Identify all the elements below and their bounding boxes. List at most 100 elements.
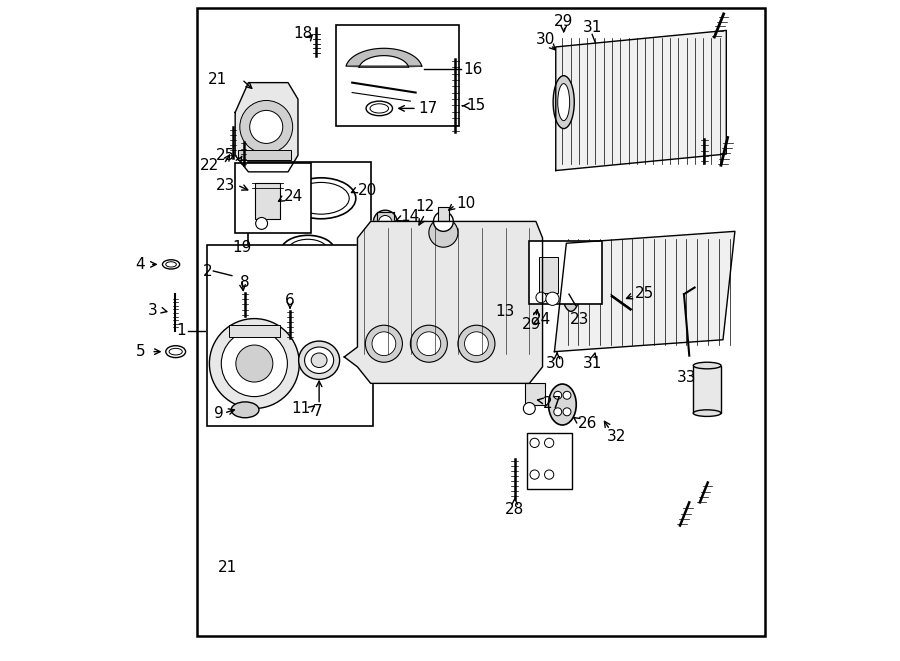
Bar <box>238 150 292 160</box>
Ellipse shape <box>566 272 576 304</box>
Bar <box>529 241 602 304</box>
Bar <box>235 163 311 233</box>
Ellipse shape <box>366 101 392 116</box>
Bar <box>693 366 721 413</box>
Ellipse shape <box>410 351 436 360</box>
Bar <box>337 25 459 126</box>
Text: 7: 7 <box>313 404 322 418</box>
Circle shape <box>239 100 292 153</box>
Circle shape <box>554 408 562 416</box>
Bar <box>229 325 280 337</box>
Circle shape <box>524 403 536 414</box>
Bar <box>539 257 558 293</box>
Bar <box>197 8 765 636</box>
Text: 24: 24 <box>532 312 551 327</box>
Text: 16: 16 <box>464 62 482 77</box>
Circle shape <box>256 217 267 229</box>
Bar <box>314 375 332 398</box>
Circle shape <box>384 259 464 338</box>
Circle shape <box>544 470 554 479</box>
Ellipse shape <box>287 239 328 263</box>
Circle shape <box>249 110 283 143</box>
Text: 29: 29 <box>554 14 573 28</box>
Text: 21: 21 <box>218 560 237 574</box>
Circle shape <box>365 325 402 362</box>
Text: 14: 14 <box>400 210 419 224</box>
Text: 12: 12 <box>415 199 435 214</box>
Circle shape <box>563 408 571 416</box>
Circle shape <box>210 319 300 408</box>
Bar <box>248 162 371 294</box>
Text: 18: 18 <box>293 26 312 40</box>
Text: 11: 11 <box>292 401 310 416</box>
Text: 26: 26 <box>578 416 598 430</box>
Ellipse shape <box>293 182 349 214</box>
Ellipse shape <box>299 341 339 379</box>
Circle shape <box>458 325 495 362</box>
Circle shape <box>545 292 559 305</box>
Text: 30: 30 <box>546 356 565 371</box>
Ellipse shape <box>311 353 327 368</box>
Text: 9: 9 <box>214 406 223 420</box>
Text: 21: 21 <box>208 72 227 87</box>
Circle shape <box>434 212 454 231</box>
Ellipse shape <box>163 260 180 269</box>
Bar <box>438 207 449 221</box>
Circle shape <box>379 215 392 229</box>
Ellipse shape <box>286 178 356 219</box>
Ellipse shape <box>169 348 183 355</box>
Text: 28: 28 <box>505 502 525 518</box>
Text: 5: 5 <box>136 344 146 359</box>
Bar <box>207 245 373 426</box>
Circle shape <box>563 391 571 399</box>
Ellipse shape <box>404 349 443 362</box>
Text: 24: 24 <box>284 190 302 204</box>
Ellipse shape <box>370 104 389 113</box>
Polygon shape <box>556 30 726 171</box>
Circle shape <box>536 292 546 303</box>
Text: 33: 33 <box>677 370 697 385</box>
Text: 29: 29 <box>522 317 542 332</box>
Circle shape <box>236 345 273 382</box>
Text: 30: 30 <box>536 32 555 47</box>
Circle shape <box>428 218 458 247</box>
Polygon shape <box>344 221 543 383</box>
Circle shape <box>396 271 451 327</box>
Text: 27: 27 <box>543 396 562 410</box>
Text: 13: 13 <box>495 305 514 319</box>
Text: 3: 3 <box>148 303 157 318</box>
Bar <box>367 237 491 369</box>
Text: 4: 4 <box>135 257 145 272</box>
Circle shape <box>530 438 539 447</box>
Ellipse shape <box>166 346 185 358</box>
Ellipse shape <box>314 395 332 401</box>
Text: 1: 1 <box>176 323 185 338</box>
Bar <box>526 433 572 489</box>
Ellipse shape <box>548 384 576 425</box>
Circle shape <box>464 332 489 356</box>
Text: 25: 25 <box>635 286 654 301</box>
Text: 2: 2 <box>202 264 212 278</box>
Ellipse shape <box>558 83 570 121</box>
Text: 22: 22 <box>200 158 219 173</box>
Polygon shape <box>346 48 422 67</box>
Bar <box>400 327 446 337</box>
Circle shape <box>410 325 447 362</box>
Circle shape <box>530 470 539 479</box>
Ellipse shape <box>554 75 574 129</box>
Circle shape <box>417 332 441 356</box>
Bar <box>255 183 280 219</box>
Circle shape <box>372 332 396 356</box>
Circle shape <box>374 210 397 234</box>
Circle shape <box>554 391 562 399</box>
Text: 15: 15 <box>466 98 486 113</box>
Text: 6: 6 <box>285 293 295 308</box>
Text: 23: 23 <box>216 178 235 192</box>
Polygon shape <box>235 83 298 172</box>
Ellipse shape <box>231 402 259 418</box>
Ellipse shape <box>693 410 721 416</box>
Text: 25: 25 <box>216 148 235 163</box>
Ellipse shape <box>281 235 335 267</box>
Ellipse shape <box>166 262 176 267</box>
Polygon shape <box>554 231 735 352</box>
